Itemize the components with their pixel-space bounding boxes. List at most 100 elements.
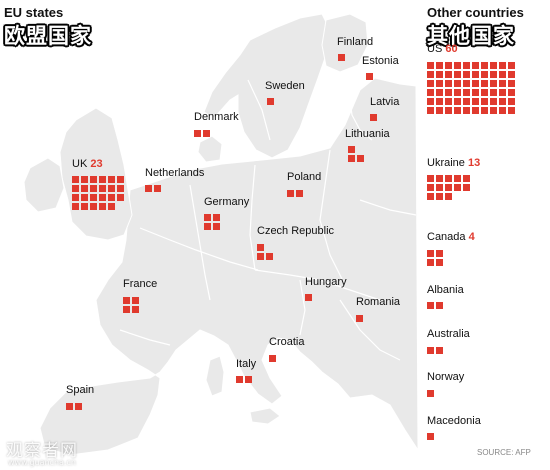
- marker-square-us: [490, 80, 497, 87]
- marker-square-czech-republic: [257, 244, 264, 251]
- label-spain: Spain: [66, 384, 95, 396]
- marker-square-germany: [213, 223, 220, 230]
- marker-square-us: [427, 62, 434, 69]
- marker-square-albania: [436, 302, 443, 309]
- marker-square-romania: [356, 315, 363, 322]
- marker-square-uk: [72, 203, 79, 210]
- label-us: US 60: [427, 43, 458, 55]
- marker-square-lithuania: [348, 146, 355, 153]
- marker-square-australia: [427, 347, 434, 354]
- label-hungary: Hungary: [305, 276, 347, 288]
- marker-square-us: [454, 98, 461, 105]
- marker-square-us: [481, 62, 488, 69]
- marker-square-uk: [99, 185, 106, 192]
- marker-square-us: [445, 71, 452, 78]
- marker-square-uk: [72, 194, 79, 201]
- marker-square-us: [508, 98, 515, 105]
- marker-square-us: [436, 80, 443, 87]
- marker-square-italy: [245, 376, 252, 383]
- marker-square-lithuania: [357, 155, 364, 162]
- marker-square-us: [508, 71, 515, 78]
- marker-square-us: [463, 62, 470, 69]
- label-netherlands: Netherlands: [145, 167, 205, 179]
- marker-square-us: [463, 98, 470, 105]
- label-sweden: Sweden: [265, 80, 305, 92]
- marker-square-germany: [213, 214, 220, 221]
- marker-square-uk: [99, 203, 106, 210]
- marker-square-ukraine: [445, 175, 452, 182]
- marker-square-germany: [204, 214, 211, 221]
- label-finland: Finland: [337, 36, 374, 48]
- marker-square-albania: [427, 302, 434, 309]
- marker-square-uk: [117, 194, 124, 201]
- marker-square-uk: [72, 176, 79, 183]
- marker-square-us: [481, 98, 488, 105]
- marker-square-uk: [90, 203, 97, 210]
- marker-square-germany: [204, 223, 211, 230]
- marker-square-czech-republic: [266, 253, 273, 260]
- land-finland: [321, 13, 369, 73]
- marker-square-italy: [236, 376, 243, 383]
- marker-square-us: [427, 80, 434, 87]
- marker-square-us: [472, 98, 479, 105]
- marker-square-macedonia: [427, 433, 434, 440]
- marker-square-ukraine: [454, 184, 461, 191]
- label-albania: Albania: [427, 284, 464, 296]
- marker-square-us: [445, 89, 452, 96]
- marker-square-us: [454, 107, 461, 114]
- label-italy: Italy: [236, 358, 257, 370]
- marker-square-netherlands: [154, 185, 161, 192]
- marker-square-us: [472, 89, 479, 96]
- marker-square-ukraine: [427, 184, 434, 191]
- label-australia: Australia: [427, 328, 470, 340]
- label-lithuania: Lithuania: [345, 128, 390, 140]
- eu-title: EU states: [4, 5, 64, 20]
- marker-square-czech-republic: [257, 253, 264, 260]
- marker-square-uk: [81, 185, 88, 192]
- marker-square-latvia: [370, 114, 377, 121]
- marker-square-uk: [72, 185, 79, 192]
- marker-square-us: [427, 98, 434, 105]
- marker-square-ukraine: [427, 193, 434, 200]
- marker-square-us: [436, 107, 443, 114]
- marker-square-us: [490, 89, 497, 96]
- land-continent: [39, 77, 419, 456]
- marker-square-poland: [287, 190, 294, 197]
- label-poland: Poland: [287, 171, 322, 183]
- marker-square-us: [445, 98, 452, 105]
- marker-square-us: [499, 89, 506, 96]
- marker-square-netherlands: [145, 185, 152, 192]
- label-denmark: Denmark: [194, 111, 239, 123]
- marker-square-us: [472, 80, 479, 87]
- marker-square-us: [499, 107, 506, 114]
- marker-square-us: [445, 62, 452, 69]
- marker-square-uk: [117, 185, 124, 192]
- marker-square-us: [454, 80, 461, 87]
- marker-square-france: [123, 297, 130, 304]
- marker-square-uk: [108, 185, 115, 192]
- marker-square-us: [472, 107, 479, 114]
- marker-square-us: [499, 71, 506, 78]
- other-title: Other countries: [427, 5, 524, 20]
- marker-square-norway: [427, 390, 434, 397]
- marker-square-ukraine: [436, 175, 443, 182]
- marker-square-ukraine: [427, 175, 434, 182]
- label-uk: UK 23: [72, 158, 103, 170]
- marker-square-us: [436, 71, 443, 78]
- marker-square-ukraine: [436, 184, 443, 191]
- marker-square-estonia: [366, 73, 373, 80]
- label-croatia: Croatia: [269, 336, 305, 348]
- marker-square-canada: [427, 250, 434, 257]
- marker-square-us: [454, 89, 461, 96]
- marker-square-denmark: [203, 130, 210, 137]
- marker-square-finland: [338, 54, 345, 61]
- label-latvia: Latvia: [370, 96, 400, 108]
- marker-square-us: [454, 71, 461, 78]
- marker-square-us: [481, 80, 488, 87]
- marker-square-france: [123, 306, 130, 313]
- marker-square-us: [427, 107, 434, 114]
- label-czech-republic: Czech Republic: [257, 225, 335, 237]
- land-ireland: [23, 157, 65, 213]
- marker-square-us: [463, 89, 470, 96]
